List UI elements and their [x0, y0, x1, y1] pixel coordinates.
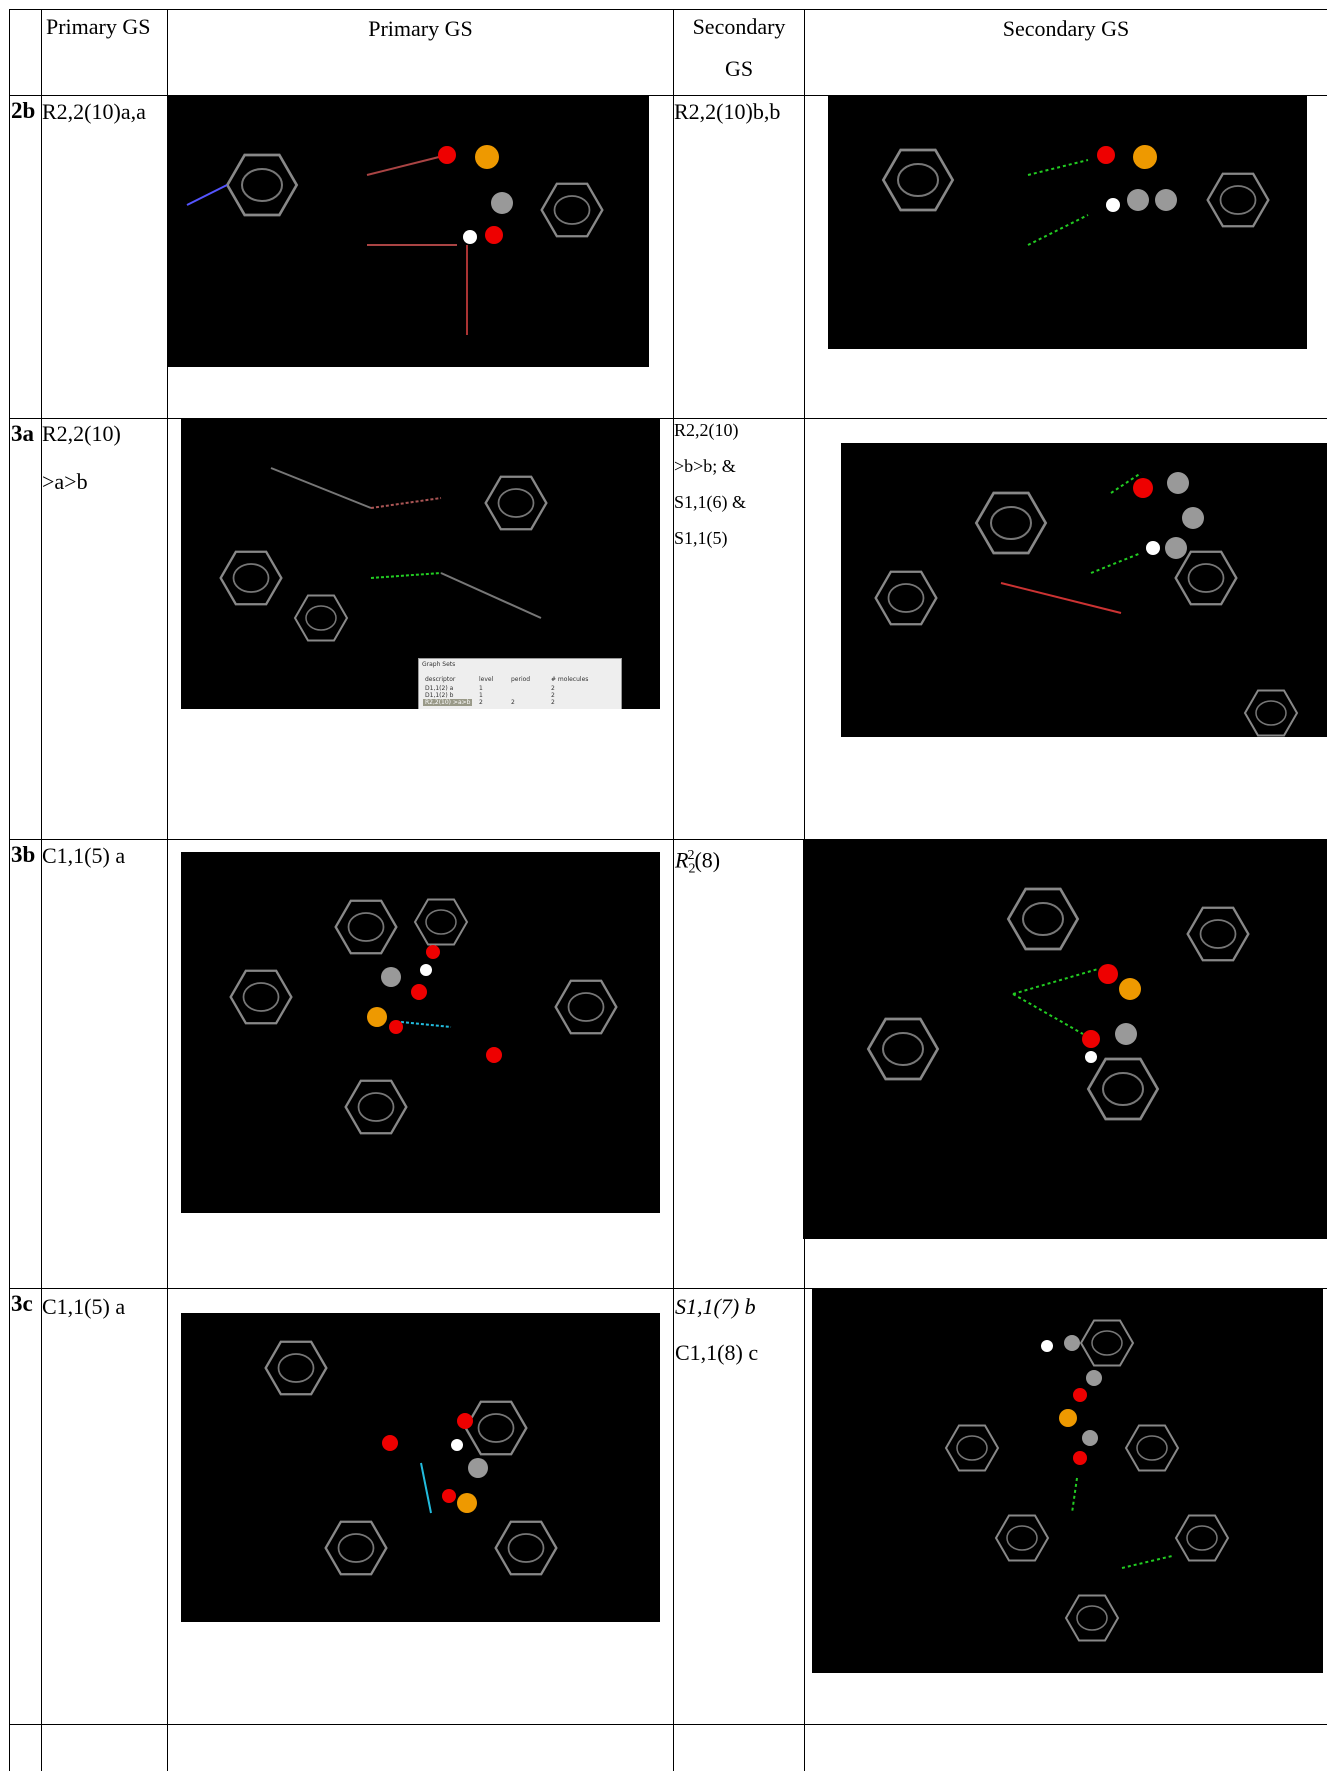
cell-text: S1,1(7) b — [675, 1283, 756, 1331]
molecule-drawing — [167, 95, 649, 367]
graph-sets-window: Graph Sets descriptor level period # mol… — [418, 658, 622, 709]
cell: 2 — [479, 699, 483, 706]
molecule-image — [181, 1313, 660, 1622]
molecule-image — [167, 95, 649, 367]
column-header: # molecules — [551, 676, 588, 683]
column-header: descriptor — [425, 676, 455, 683]
molecule-image — [828, 95, 1307, 349]
molecule-image — [803, 839, 1327, 1239]
cell: 1 — [479, 685, 483, 692]
cell: R2,2(10) >a>b — [423, 699, 472, 706]
column-header: level — [479, 676, 493, 683]
molecule-drawing — [828, 95, 1307, 349]
molecule-image: Graph Sets descriptor level period # mol… — [181, 418, 660, 709]
border — [673, 9, 674, 1771]
cell-text: R2,2(10) — [42, 410, 121, 458]
cell-text: S1,1(6) & — [674, 484, 746, 520]
header-cell: Secondary GS — [805, 9, 1327, 49]
molecule-drawing — [803, 839, 1327, 1239]
header-cell: Secondary GS — [674, 6, 804, 90]
cell-text: C1,1(5) a — [42, 1283, 125, 1331]
cell-text: C1,1(5) a — [42, 832, 125, 880]
cell-text: R22(8) — [675, 832, 720, 894]
cell-text: R2,2(10)b,b — [674, 95, 780, 129]
cell-text: S1,1(5) — [674, 520, 728, 556]
molecule-drawing — [841, 443, 1327, 737]
header-cell: Primary GS — [168, 9, 673, 49]
window-title: Graph Sets — [422, 661, 455, 668]
cell: 2 — [551, 692, 555, 699]
cell: 2 — [511, 699, 515, 706]
page: Primary GS Primary GS Secondary GS Secon… — [0, 0, 1327, 1771]
border — [9, 9, 10, 1771]
cell: D1,1(2) b — [425, 692, 453, 699]
cell-text: R2,2(10)a,a — [42, 95, 146, 129]
molecule-drawing — [181, 1313, 660, 1622]
row-label: 3c — [11, 1291, 33, 1317]
cell-text: >b>b; & — [674, 448, 736, 484]
border — [9, 1724, 1327, 1725]
cell-text: C1,1(8) c — [675, 1329, 758, 1377]
molecule-image — [812, 1288, 1323, 1673]
cell-text: >a>b — [42, 458, 88, 506]
row-label: 3b — [11, 842, 35, 868]
molecule-drawing — [812, 1288, 1323, 1673]
cell: 2 — [551, 699, 555, 706]
molecule-image — [181, 852, 660, 1213]
row-label: 3a — [11, 421, 34, 447]
molecule-image — [841, 443, 1327, 737]
row-label: 2b — [11, 98, 35, 124]
cell: 1 — [479, 692, 483, 699]
cell: 2 — [551, 685, 555, 692]
cell-text: R2,2(10) — [674, 412, 739, 448]
column-header: period — [511, 676, 530, 683]
header-cell: Primary GS — [42, 12, 171, 42]
notation-rest: (8) — [694, 847, 720, 872]
border — [41, 9, 42, 1771]
molecule-drawing — [181, 852, 660, 1213]
cell: D1,1(2) a — [425, 685, 453, 692]
